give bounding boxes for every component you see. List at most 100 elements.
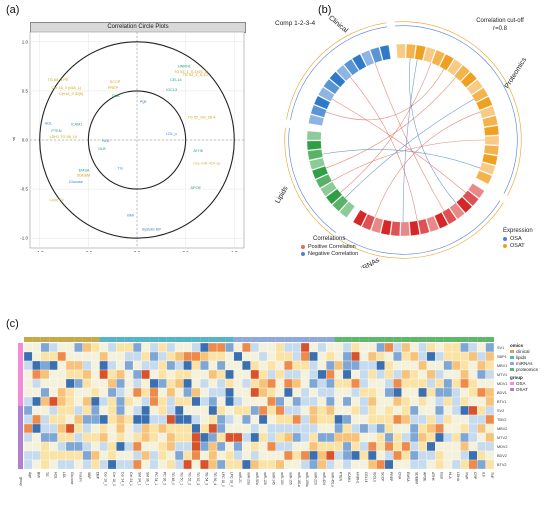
heatmap-cell [233,450,243,461]
heatmap-cell [74,396,83,407]
heatmap-cell [367,459,377,470]
outer-circle [39,41,235,239]
heatmap-cell [384,369,394,380]
y-tick-label: 0.5 [22,88,29,93]
column-label: ICAM1 [347,472,351,482]
heatmap-cell [393,396,402,407]
heatmap-cell [250,432,260,443]
heatmap-cell [166,441,176,452]
y-tick-label: 0.0 [22,138,29,143]
heatmap-cell [292,405,302,416]
heatmap-cell [384,423,394,434]
heatmap-cell [233,459,243,470]
heatmap-cell [183,414,193,425]
heatmap-cell [74,369,83,380]
heatmap-cell [216,405,226,416]
heatmap-cell [149,441,159,452]
omics-annotation-cell [233,337,243,342]
heatmap-cell [477,441,486,452]
omics-annotation-cell [107,337,117,342]
heatmap-cell [149,459,159,470]
heatmap-cell [342,360,352,371]
heatmap-cell [359,342,369,353]
omics-annotation-cell [351,337,360,342]
heatmap-cell [23,378,33,389]
group-annotation-cell [18,388,23,397]
heatmap-cell [258,441,268,452]
heatmap-cell [74,387,83,398]
heatmap-cell [191,459,201,470]
circos-segment [307,149,323,161]
heatmap-cell [166,369,176,380]
circos-segment [313,95,331,110]
heatmap-cell [74,378,83,389]
column-label: CRP [473,472,477,480]
group-annotation-cell [18,415,23,424]
heatmap-cell [317,423,327,434]
heatmap-cell [32,459,41,470]
heatmap-cell [275,459,285,470]
omics-annotation-cell [477,337,486,342]
heatmap-cell [49,432,58,443]
heatmap-cell [468,387,478,398]
positive-swatch [301,245,305,249]
heatmap-cell [116,459,125,470]
circos-segment [475,170,493,185]
heatmap-cell [292,351,302,362]
correlation-link [344,98,475,199]
heatmap-cell [132,369,142,380]
circos-segment [483,144,499,156]
heatmap-cell [258,351,268,362]
heatmap-cell [90,369,100,380]
heatmap-cell [393,387,402,398]
heatmap-cell [426,369,436,380]
circos-title: Comp 1-2-3-4 [275,20,316,27]
heatmap-cell [418,423,428,434]
column-label: IL6 [481,472,485,477]
heatmap-cell [166,342,176,353]
circos-segment [454,64,471,82]
variable-label: CEL14 [170,78,182,82]
heatmap-cell [99,441,109,452]
heatmap-cell [200,342,209,353]
heatmap-cell [443,360,453,371]
heatmap-cell [284,405,293,416]
heatmap-cell [242,378,251,389]
heatmap-cell [166,432,176,443]
heatmap-cell [393,432,402,443]
circos-segment [329,71,346,88]
heatmap-cell [409,369,419,380]
heatmap-cell [292,378,302,389]
heatmap-cell [451,432,461,443]
heatmap-cell [376,450,386,461]
heatmap-cell [216,387,226,398]
omics-annotation-cell [208,337,218,342]
group-legend-list: OSA OSAT [510,381,544,392]
heatmap-cell [485,369,495,380]
heatmap-cell [342,396,352,407]
heatmap-cell [443,342,453,353]
heatmap-cell [23,396,33,407]
variable-label: IGCL3 [166,88,177,92]
heatmap-cell [23,360,33,371]
column-label: VWF [465,472,469,480]
heatmap-cell [418,351,428,362]
heatmap-cell [200,396,209,407]
circos-segment [467,183,485,199]
heatmap-cell [384,441,394,452]
group-legend-item: OSAT [510,387,544,392]
group-legend-label: OSA [516,381,526,386]
heatmap-cell [166,414,176,425]
heatmap-cell [292,360,302,371]
circos-segment [306,140,322,151]
heatmap-cell [275,432,285,443]
omics-annotation-cell [116,337,125,342]
heatmap-cell [124,387,134,398]
heatmap-cell [23,387,33,398]
group-annotation-cell [18,370,23,379]
heatmap-cell [409,360,419,371]
circos-segment [306,130,322,141]
heatmap-cell [351,423,360,434]
heatmap-cell [242,450,251,461]
heatmap-cell [166,387,176,398]
